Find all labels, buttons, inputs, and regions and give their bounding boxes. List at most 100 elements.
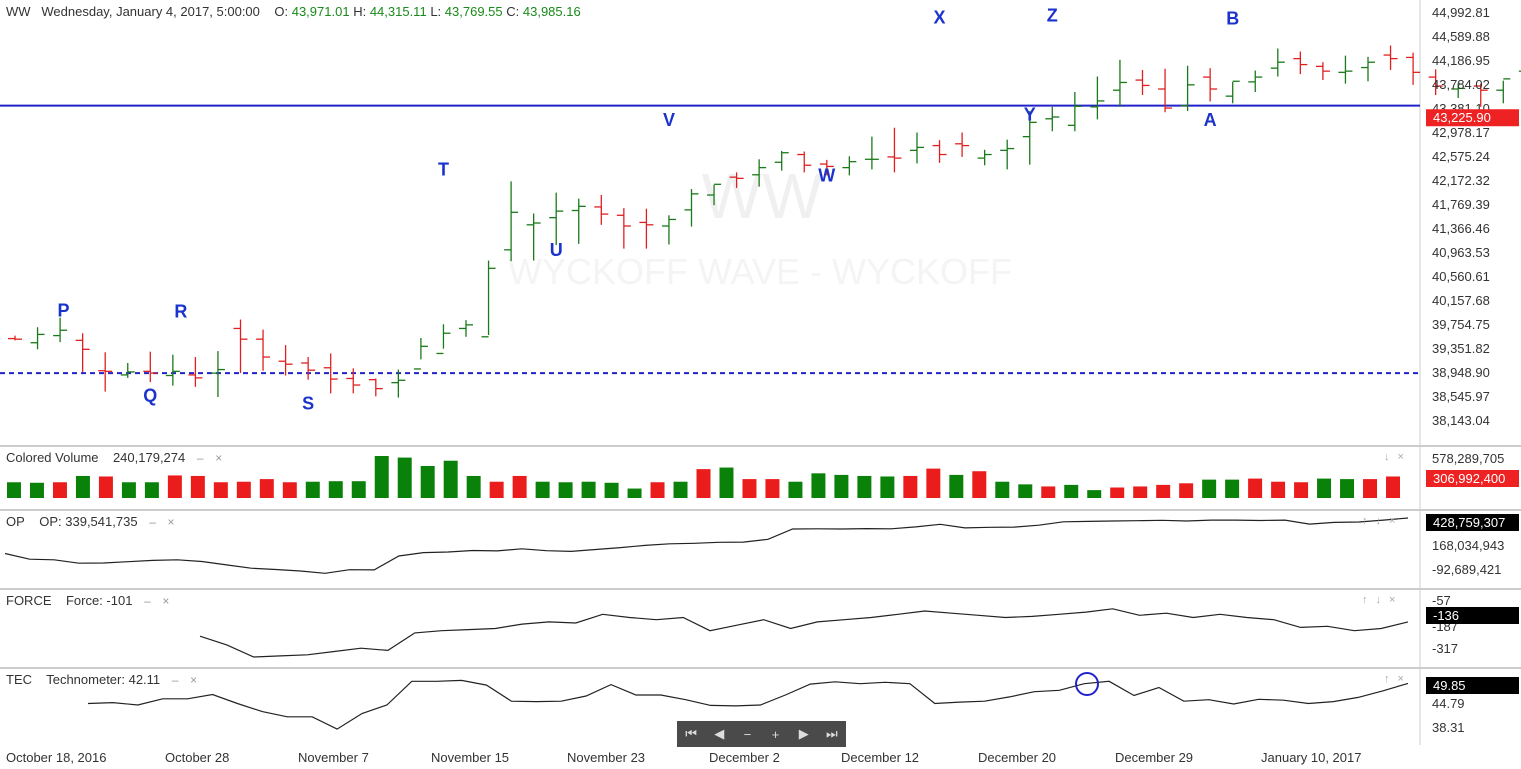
price-bar bbox=[165, 354, 180, 386]
price-tick-label: 42,575.24 bbox=[1432, 149, 1490, 164]
volume-bar bbox=[213, 482, 228, 498]
move-down-icon[interactable]: ↓ bbox=[1375, 594, 1389, 606]
next-icon[interactable]: ▶ bbox=[798, 726, 809, 741]
force-tag bbox=[1426, 607, 1519, 624]
close-icon[interactable]: × bbox=[162, 594, 170, 608]
volume-bar bbox=[949, 474, 964, 498]
close-icon[interactable]: × bbox=[167, 515, 175, 529]
move-down-icon[interactable]: ↓ bbox=[1384, 451, 1398, 463]
volume-bar bbox=[1271, 481, 1286, 498]
price-bar bbox=[233, 319, 248, 374]
price-bar bbox=[1451, 83, 1466, 98]
collapse-icon[interactable]: – bbox=[171, 673, 179, 687]
price-tick-label: 39,754.75 bbox=[1432, 317, 1490, 332]
move-up-icon[interactable]: ↑ bbox=[1384, 673, 1398, 685]
volume-bar bbox=[719, 467, 734, 498]
close-icon[interactable]: × bbox=[1389, 515, 1404, 527]
move-up-icon[interactable]: ↑ bbox=[1362, 594, 1376, 606]
force-panel-name: FORCE bbox=[6, 593, 52, 608]
force-tick-label: -57 bbox=[1432, 593, 1451, 608]
volume-bar bbox=[1110, 487, 1125, 498]
volume-bar bbox=[1340, 479, 1355, 498]
close-icon[interactable]: × bbox=[215, 451, 223, 465]
prev-icon[interactable]: ◀ bbox=[714, 726, 725, 741]
price-tick-label: 42,978.17 bbox=[1432, 125, 1490, 140]
zoom-out-icon[interactable]: − bbox=[743, 726, 752, 742]
volume-bar bbox=[1386, 476, 1400, 498]
highlight-circle bbox=[1075, 672, 1099, 696]
volume-panel bbox=[7, 456, 1400, 498]
price-bar bbox=[661, 215, 676, 245]
volume-bar bbox=[259, 479, 274, 498]
price-bar bbox=[639, 208, 654, 249]
wave-label: V bbox=[663, 110, 675, 130]
volume-panel-name: Colored Volume bbox=[6, 450, 99, 465]
volume-bar bbox=[1225, 479, 1240, 498]
header-open-label: O: bbox=[274, 4, 289, 19]
price-bar bbox=[1361, 56, 1375, 82]
price-bar bbox=[571, 198, 586, 244]
header-high-label: H: bbox=[353, 4, 367, 19]
last-icon[interactable]: ⏭ bbox=[826, 726, 838, 741]
close-icon[interactable]: × bbox=[1397, 673, 1412, 685]
price-tick-label: 44,992.81 bbox=[1432, 5, 1490, 20]
price-bar bbox=[98, 352, 113, 392]
wave-label: W bbox=[818, 165, 835, 185]
move-down-icon[interactable]: ↓ bbox=[1375, 515, 1389, 527]
price-bar bbox=[1248, 70, 1263, 92]
x-axis-label: October 18, 2016 bbox=[6, 750, 107, 765]
wave-label: S bbox=[302, 393, 314, 413]
x-axis-label: January 10, 2017 bbox=[1261, 750, 1362, 765]
price-bar bbox=[1270, 48, 1285, 77]
wave-label: X bbox=[934, 7, 946, 27]
volume-bar bbox=[489, 481, 504, 498]
tec-panel-value: Technometer: 42.11 bbox=[46, 672, 161, 687]
wave-label: R bbox=[174, 302, 187, 322]
wave-label: Q bbox=[143, 386, 157, 406]
price-bar bbox=[256, 329, 271, 371]
volume-bar bbox=[765, 479, 780, 498]
chart-navigation-bar: ⏮ ◀ − + ▶ ⏭ bbox=[677, 721, 846, 747]
x-axis-label: November 7 bbox=[298, 750, 369, 765]
price-bar bbox=[955, 132, 970, 157]
volume-bar bbox=[1179, 483, 1194, 498]
volume-bar bbox=[673, 481, 688, 498]
collapse-icon[interactable]: – bbox=[196, 451, 204, 465]
volume-bar bbox=[167, 475, 182, 498]
volume-bar bbox=[1294, 482, 1309, 498]
last-price-tag bbox=[1426, 109, 1519, 127]
close-icon[interactable]: × bbox=[1397, 451, 1412, 463]
tec-panel-controls: ↑× bbox=[1384, 673, 1412, 685]
price-bar bbox=[1022, 111, 1037, 165]
price-bar bbox=[459, 320, 473, 337]
price-bar bbox=[53, 317, 68, 343]
last-price-value: 43,225.90 bbox=[1433, 110, 1491, 125]
price-tick-label: 38,948.90 bbox=[1432, 365, 1490, 380]
price-bar bbox=[481, 260, 496, 338]
price-tick-label: 41,769.39 bbox=[1432, 197, 1490, 212]
volume-bar bbox=[581, 481, 596, 498]
close-icon[interactable]: × bbox=[190, 673, 198, 687]
price-bar bbox=[1090, 76, 1105, 120]
volume-bar bbox=[742, 479, 757, 498]
price-bar bbox=[594, 195, 609, 225]
price-bar bbox=[1293, 51, 1308, 75]
op-tag bbox=[1426, 514, 1519, 531]
zoom-in-icon[interactable]: + bbox=[771, 726, 780, 742]
collapse-icon[interactable]: – bbox=[149, 515, 156, 529]
collapse-icon[interactable]: – bbox=[144, 594, 151, 608]
wave-label: U bbox=[550, 240, 563, 260]
price-bar bbox=[1112, 59, 1127, 107]
first-icon[interactable]: ⏮ bbox=[685, 726, 697, 741]
move-up-icon[interactable]: ↑ bbox=[1362, 515, 1376, 527]
tec-line bbox=[87, 679, 1409, 730]
header-close-label: C: bbox=[506, 4, 520, 19]
price-bar bbox=[346, 368, 361, 394]
price-bar bbox=[368, 378, 383, 397]
volume-bar bbox=[98, 476, 113, 498]
price-tick-label: 40,963.53 bbox=[1432, 245, 1490, 260]
volume-bar bbox=[190, 475, 205, 498]
close-icon[interactable]: × bbox=[1389, 594, 1404, 606]
wave-label: P bbox=[58, 301, 70, 321]
